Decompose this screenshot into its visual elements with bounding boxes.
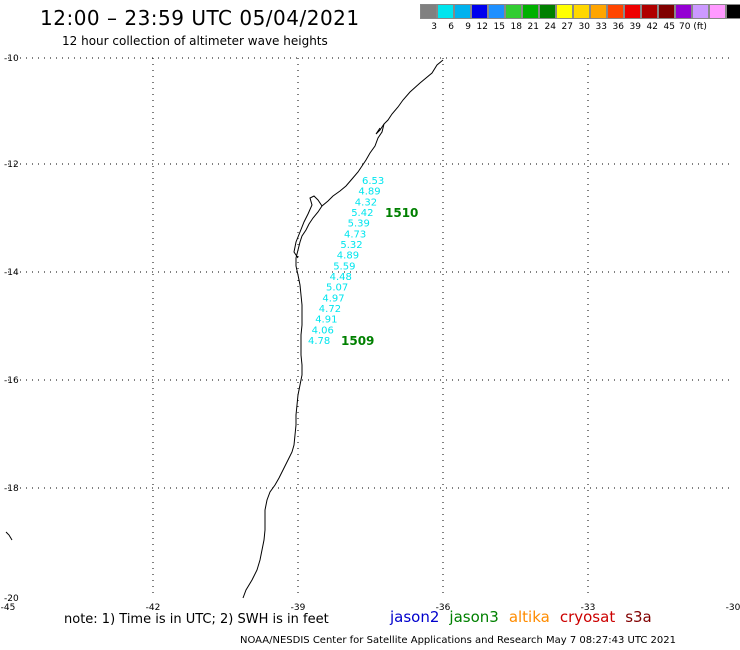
lon-label: -36 [436, 603, 451, 613]
wave-height-value: 4.72 [319, 304, 341, 315]
wave-height-value: 6.53 [362, 176, 384, 187]
scale-swatch [590, 4, 607, 19]
map-subtitle: 12 hour collection of altimeter wave hei… [62, 34, 328, 48]
pass-label: 1509 [341, 334, 374, 348]
longitude-labels: -45 -42 -39 -36 -33 -30 [1, 603, 740, 613]
lon-label: -33 [581, 603, 596, 613]
lat-label: -14 [4, 268, 19, 278]
scale-swatch [607, 4, 624, 19]
scale-label: 33 [595, 22, 607, 32]
scale-swatch [573, 4, 590, 19]
wave-height-value: 5.59 [333, 261, 355, 272]
scale-swatch [556, 4, 573, 19]
satellite-name: altika [508, 608, 550, 626]
lat-label: -10 [4, 54, 19, 64]
wave-height-value: 4.89 [337, 251, 359, 262]
scale-label: 15 [493, 22, 505, 32]
footer-credit: NOAA/NESDIS Center for Satellite Applica… [240, 635, 676, 646]
satellite-name: s3a [625, 608, 652, 626]
lat-label: -20 [4, 594, 19, 604]
wave-height-value: 4.73 [344, 229, 366, 240]
wave-height-value: 4.97 [322, 293, 344, 304]
pass-label: 1510 [385, 206, 418, 220]
satellite-name: jason2 [390, 608, 440, 626]
scale-label: 24 [544, 22, 556, 32]
scale-swatch [488, 4, 505, 19]
scale-label: 3 [431, 22, 437, 32]
scale-label: 21 [527, 22, 539, 32]
scale-label: 6 [448, 22, 454, 32]
scale-swatch [505, 4, 522, 19]
scale-swatch [726, 4, 740, 19]
scale-label: 27 [561, 22, 573, 32]
scale-swatch [692, 4, 709, 19]
wave-height-values: 6.534.894.325.425.394.735.324.895.594.48… [308, 176, 384, 347]
wave-height-value: 4.78 [308, 336, 330, 347]
scale-label: 9 [465, 22, 471, 32]
wave-height-value: 5.32 [340, 240, 362, 251]
color-scale [420, 4, 740, 19]
scale-label: 30 [578, 22, 590, 32]
scale-label: 36 [612, 22, 624, 32]
wave-height-value: 4.89 [358, 187, 380, 198]
satellite-name: jason3 [449, 608, 499, 626]
scale-label: 70 (ft) [679, 22, 707, 32]
color-scale-labels: 3 6 9 12 15 18 21 24 27 30 33 36 39 42 45 70 (ft) [420, 22, 707, 32]
wave-height-value: 4.91 [315, 315, 337, 326]
scale-swatch [471, 4, 488, 19]
scale-swatch [624, 4, 641, 19]
scale-label: 12 [476, 22, 488, 32]
coastline [242, 59, 444, 599]
lon-label: -39 [291, 603, 306, 613]
footer-note: note: 1) Time is in UTC; 2) SWH is in fe… [64, 612, 329, 627]
lat-label: -16 [4, 376, 19, 386]
wave-height-value: 5.39 [348, 219, 370, 230]
satellite-legend: jason2 jason3 altika cryosat s3a [390, 608, 652, 626]
pass-labels: 1510 1509 [341, 206, 418, 348]
wave-height-value: 5.07 [326, 283, 348, 294]
latitude-labels: -10 -12 -14 -16 -18 -20 [4, 54, 19, 604]
wave-height-value: 4.06 [312, 325, 334, 336]
lat-label: -18 [4, 484, 19, 494]
grid [8, 57, 733, 598]
scale-swatch [420, 4, 437, 19]
scale-swatch [522, 4, 539, 19]
scale-swatch [437, 4, 454, 19]
scale-label: 42 [646, 22, 658, 32]
lon-label: -30 [726, 603, 740, 613]
coast-inlet [293, 195, 323, 259]
coast-fragment [5, 531, 13, 541]
lon-label: -42 [146, 603, 161, 613]
scale-swatch [675, 4, 692, 19]
scale-swatch [454, 4, 471, 19]
map-title: 12:00 – 23:59 UTC 05/04/2021 [40, 6, 360, 30]
wave-height-value: 4.48 [330, 272, 352, 283]
scale-swatch [539, 4, 556, 19]
scale-swatch [709, 4, 726, 19]
scale-label: 18 [510, 22, 522, 32]
wave-height-value: 4.32 [355, 197, 377, 208]
lon-label: -45 [1, 603, 16, 613]
scale-label: 39 [629, 22, 641, 32]
scale-swatch [641, 4, 658, 19]
coast-inlet-north [375, 123, 385, 135]
lat-label: -12 [4, 160, 19, 170]
scale-swatch [658, 4, 675, 19]
scale-label: 45 [663, 22, 675, 32]
satellite-name: cryosat [559, 608, 616, 626]
wave-height-value: 5.42 [351, 208, 373, 219]
